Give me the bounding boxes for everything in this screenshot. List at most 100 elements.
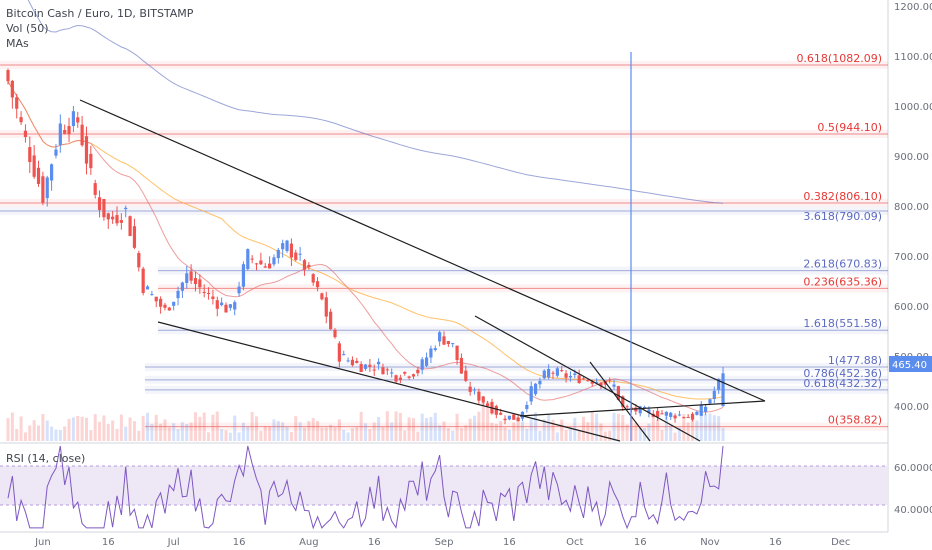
time-tick-label: 16 — [102, 537, 115, 548]
volume-bar — [80, 416, 84, 441]
candle-body — [193, 278, 198, 285]
volume-bar — [276, 421, 280, 441]
rsi-series — [7, 445, 724, 530]
rsi-tick-label: 60.0000 — [894, 463, 932, 474]
volume-bar — [115, 428, 119, 441]
volume-bar — [272, 419, 276, 441]
volume-bar — [669, 425, 673, 441]
volume-bar — [302, 427, 306, 441]
volume-bar — [603, 431, 607, 441]
candle-body — [272, 257, 276, 265]
candle-body — [368, 364, 372, 367]
volume-bar — [180, 422, 184, 441]
candle-body — [333, 329, 337, 338]
volume-bar — [106, 423, 110, 441]
volume-bar — [595, 413, 599, 441]
candle-body — [276, 249, 280, 259]
volume-bar — [499, 421, 503, 441]
volume-label[interactable]: Vol (50) — [6, 22, 49, 35]
volume-bar — [211, 414, 215, 441]
volume-bar — [98, 421, 102, 441]
volume-bar — [28, 425, 32, 441]
candle-body — [154, 296, 158, 302]
candle-body — [119, 220, 123, 223]
candle-body — [424, 357, 429, 366]
volume-bar — [132, 421, 136, 441]
price-tick-label: 1100.00 — [894, 52, 932, 63]
volume-bar — [677, 427, 681, 441]
volume-bar — [150, 424, 154, 441]
candle-body — [433, 348, 437, 351]
candle-body — [150, 294, 154, 296]
candle-body — [699, 405, 703, 416]
candle-body — [721, 373, 725, 406]
candle-body — [642, 406, 647, 409]
candle-body — [481, 396, 485, 403]
volume-bar — [337, 419, 341, 441]
volume-bars — [6, 401, 725, 441]
candle-body — [137, 253, 141, 268]
volume-bar — [255, 416, 259, 441]
candle-body — [555, 368, 559, 376]
volume-bar — [721, 427, 725, 441]
candle-body — [84, 136, 89, 164]
candle-body — [268, 263, 272, 269]
candle-body — [525, 405, 529, 409]
candle-body — [285, 240, 289, 251]
candle-body — [342, 354, 346, 356]
candlesticks — [6, 68, 725, 425]
fib-label: 0.618(432.32) — [803, 377, 882, 390]
candle-body — [63, 129, 67, 134]
volume-bar — [320, 427, 324, 441]
trendline — [474, 315, 701, 442]
candle-body — [298, 253, 302, 255]
candle-body — [429, 348, 433, 358]
candle-body — [477, 391, 481, 401]
candle-body — [241, 264, 246, 287]
volume-bar — [359, 411, 363, 441]
volume-bar — [507, 429, 511, 441]
candle-body — [416, 369, 420, 374]
volume-bar — [385, 411, 389, 441]
candle-body — [625, 406, 629, 408]
volume-bar — [403, 430, 407, 441]
trendlines[interactable] — [79, 52, 766, 442]
volume-bar — [19, 416, 23, 441]
candle-body — [228, 304, 232, 308]
volume-bar — [551, 419, 555, 441]
candle-body — [704, 406, 708, 412]
fib-label: 0.236(635.36) — [803, 275, 882, 288]
volume-bar — [111, 420, 115, 441]
fib-label: 1.618(551.58) — [803, 317, 882, 330]
price-tick-label: 1000.00 — [894, 102, 932, 113]
volume-bar — [71, 417, 75, 441]
volume-bar — [128, 417, 132, 441]
volume-bar — [324, 427, 328, 441]
volume-bar — [459, 428, 463, 441]
candle-body — [533, 383, 538, 395]
rsi-label[interactable]: RSI (14, close) — [6, 452, 85, 465]
time-tick-label: Nov — [700, 537, 720, 548]
volume-bar — [246, 426, 250, 441]
volume-bar — [198, 416, 202, 441]
candle-body — [6, 70, 10, 82]
candle-body — [407, 376, 411, 378]
volume-bar — [481, 403, 485, 441]
volume-bar — [381, 426, 385, 441]
chart-title[interactable]: Bitcoin Cash / Euro, 1D, BITSTAMP — [6, 7, 194, 20]
volume-bar — [542, 419, 546, 441]
trendline — [589, 361, 651, 442]
volume-bar — [586, 422, 590, 441]
volume-bar — [124, 426, 128, 441]
candle-body — [215, 300, 219, 309]
candle-body — [189, 271, 193, 281]
fib-label: 0.786(452.36) — [803, 367, 882, 380]
volume-bar — [582, 416, 586, 441]
candle-body — [403, 371, 407, 374]
volume-bar — [516, 418, 520, 441]
volume-bar — [355, 427, 359, 441]
price-pane[interactable] — [0, 0, 888, 442]
mas-label[interactable]: MAs — [6, 37, 29, 50]
volume-bar — [673, 432, 677, 441]
